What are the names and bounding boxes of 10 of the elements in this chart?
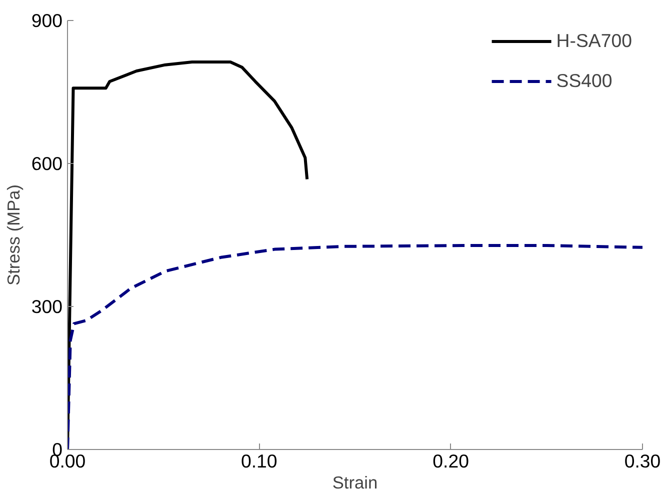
x-tick-label: 0.10 <box>241 450 278 472</box>
x-tick-label: 0.30 <box>624 450 661 472</box>
x-axis-title: Strain <box>332 472 378 492</box>
y-tick-label: 300 <box>31 296 63 317</box>
x-tick-label: 0.20 <box>432 450 469 472</box>
legend-label: H-SA700 <box>556 30 632 52</box>
y-tick-label: 900 <box>31 10 63 31</box>
y-tick-label: 600 <box>31 153 63 174</box>
y-axis-title: Stress (MPa) <box>3 184 24 286</box>
legend-label: SS400 <box>556 70 612 92</box>
